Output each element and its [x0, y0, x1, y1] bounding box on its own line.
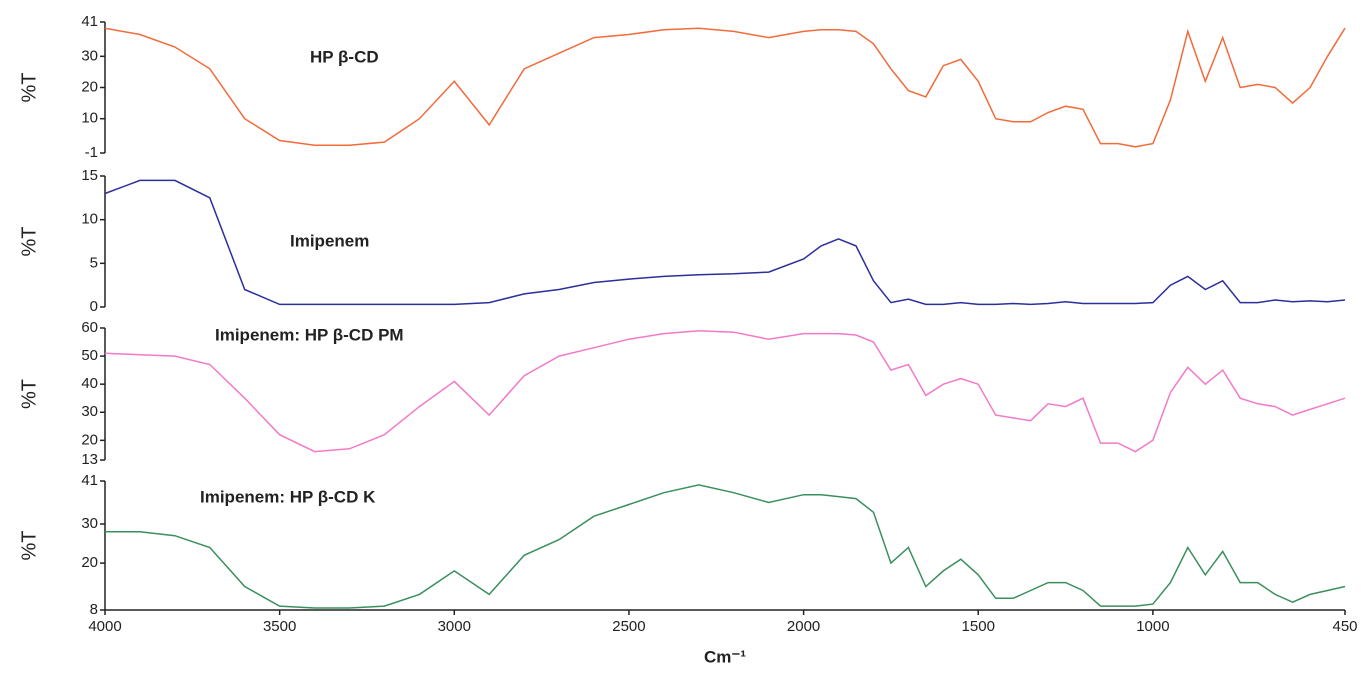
annotation: Imipenem: HP β-CD PM: [215, 325, 404, 344]
x-tick-label: 3000: [438, 618, 471, 635]
y-tick-label: 20: [81, 431, 98, 448]
y-tick-label: 30: [81, 515, 98, 532]
x-tick-label: 450: [1332, 618, 1357, 635]
y-axis-label: %T: [18, 379, 40, 409]
x-tick-label: 1000: [1136, 618, 1169, 635]
x-axis-label: Cm⁻¹: [704, 647, 746, 666]
y-tick-label: 41: [81, 13, 98, 30]
spectrum-line: [104, 179, 1346, 306]
annotation: Imipenem: HP β-CD K: [200, 487, 376, 506]
y-tick-label: 20: [81, 78, 98, 95]
y-tick-label: 20: [81, 554, 98, 571]
x-tick-label: 4000: [88, 618, 121, 635]
y-tick-label: 60: [81, 319, 98, 336]
x-tick-label: 3500: [263, 618, 296, 635]
y-tick-label: 5: [90, 254, 98, 271]
y-tick-label: 8: [90, 601, 98, 618]
annotation: HP β-CD: [310, 47, 379, 66]
x-tick-label: 2000: [787, 618, 820, 635]
y-tick-label: 15: [81, 167, 98, 184]
y-tick-label: 40: [81, 375, 98, 392]
y-tick-label: 10: [81, 110, 98, 127]
spectrum-line: [104, 27, 1346, 148]
y-tick-label: 30: [81, 403, 98, 420]
y-tick-label: 13: [81, 451, 98, 468]
y-axis-label: %T: [18, 531, 40, 561]
y-axis-label: %T: [18, 73, 40, 103]
x-tick-label: 2500: [612, 618, 645, 635]
y-tick-label: 30: [81, 47, 98, 64]
y-tick-label: -1: [85, 144, 98, 161]
spectrum-line: [105, 484, 1346, 609]
y-tick-label: 10: [81, 211, 98, 228]
annotation: Imipenem: [290, 231, 369, 250]
x-tick-label: 1500: [962, 618, 995, 635]
y-tick-label: 41: [81, 472, 98, 489]
y-axis-label: %T: [18, 227, 40, 257]
y-tick-label: 50: [81, 347, 98, 364]
spectrum-line: [104, 330, 1346, 453]
y-tick-label: 0: [90, 298, 98, 315]
